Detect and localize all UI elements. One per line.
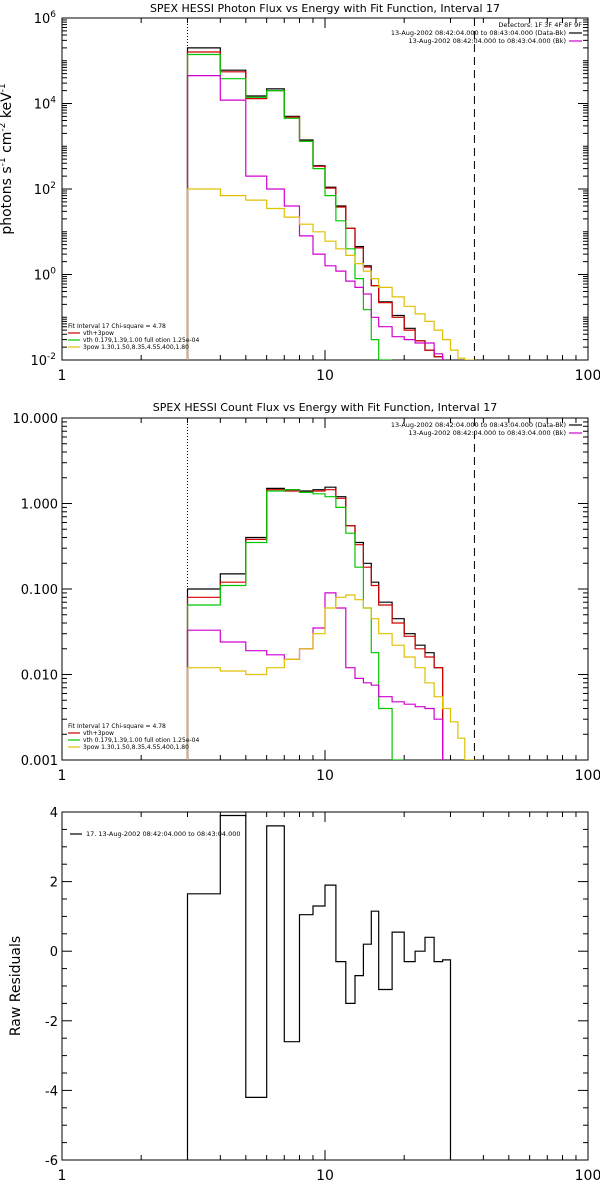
legend-entry: 3pow 1.30,1.50,8.35,4.55,400,1.80	[83, 344, 189, 351]
y-tick-label: 4	[50, 806, 58, 821]
y-tick-label: 0	[50, 945, 58, 960]
y-axis-label: photons s-1 cm-2 keV-1	[0, 83, 15, 234]
legend-entry: 17. 13-Aug-2002 08:42:04.000 to 08:43:04…	[86, 830, 241, 838]
time-range-label: 13-Aug-2002 08:42:04.000 to 08:43:04.000…	[409, 37, 566, 45]
y-tick-label: 100	[34, 267, 57, 284]
x-tick-label: 100	[575, 368, 600, 384]
x-tick-label: 10	[316, 368, 334, 384]
y-tick-label: 0.001	[21, 754, 58, 769]
series-group	[186, 47, 475, 360]
legend-entry: vth 0.179,1.39,1.00 full otion 1.25e-04	[83, 337, 199, 344]
legend-entry: 3pow 1.30,1.50,8.35,4.55,400,1.80	[83, 744, 189, 751]
x-tick-label: 1	[58, 1168, 67, 1184]
y-tick-label: 10.000	[13, 412, 59, 427]
series-2-line	[186, 51, 444, 360]
chart-panel-1: SPEX HESSI Photon Flux vs Energy with Fi…	[0, 2, 600, 384]
x-tick-label: 1	[58, 368, 67, 384]
time-range-label: 13-Aug-2002 08:42:04.000 to 08:43:04.000…	[391, 29, 566, 37]
y-axis-label: Raw Residuals	[8, 936, 24, 1036]
chart-panel-2: SPEX HESSI Count Flux vs Energy with Fit…	[13, 401, 600, 784]
legend-entry: vth+3pow	[83, 730, 114, 737]
series-3-line	[186, 489, 405, 760]
series-4-line	[186, 75, 444, 360]
series-5-line	[186, 594, 475, 760]
chart-title: SPEX HESSI Photon Flux vs Energy with Fi…	[150, 2, 500, 15]
legend-entry: vth+3pow	[83, 330, 114, 337]
fit-legend-title: Fit Interval 17 Chi-square = 4.78	[68, 723, 166, 730]
y-tick-label: -6	[45, 1154, 58, 1169]
y-tick-label: -4	[45, 1084, 58, 1099]
x-tick-label: 1	[58, 768, 67, 784]
series-1-line	[186, 47, 444, 360]
plot-frame	[61, 811, 589, 1161]
series-4-line	[186, 592, 444, 760]
series-3-line	[186, 53, 393, 360]
time-range-label: 13-Aug-2002 08:42:04.000 to 08:43:04.000…	[409, 429, 566, 437]
y-tick-label: -2	[45, 1015, 58, 1030]
x-tick-label: 100	[575, 1168, 600, 1184]
x-tick-label: 10	[316, 1168, 334, 1184]
x-tick-label: 100	[575, 768, 600, 784]
series-group	[186, 814, 452, 1160]
y-tick-label: 2	[50, 876, 58, 891]
series-2-line	[186, 489, 444, 760]
y-tick-label: 104	[34, 96, 57, 113]
legend-entry: vth 0.179,1.39,1.00 full otion 1.25e-04	[83, 737, 199, 744]
time-range-label: 13-Aug-2002 08:42:04.000 to 08:43:04.000…	[391, 421, 566, 429]
y-tick-label: 106	[34, 10, 57, 27]
series-5-line	[186, 188, 475, 360]
series-1-line	[186, 814, 452, 1160]
y-tick-label: 0.010	[21, 669, 58, 684]
x-tick-label: 10	[316, 768, 334, 784]
detectors-label: Detectors: 1F 3F 4F 8F 9F	[498, 21, 582, 29]
y-tick-label: 10-2	[30, 352, 56, 369]
y-tick-label: 0.100	[21, 583, 58, 598]
y-tick-label: 1.000	[21, 498, 58, 513]
series-group	[186, 486, 475, 760]
fit-legend-title: Fit Interval 17 Chi-square = 4.78	[68, 323, 166, 330]
chart-panel-3: 1 10 100 -6 -4 -2 0 2 4 Raw Residuals 17. 13-Aug-2…	[8, 806, 600, 1184]
y-tick-label: 102	[34, 181, 56, 198]
plot-frame	[61, 417, 589, 761]
chart-title: SPEX HESSI Count Flux vs Energy with Fit…	[153, 401, 497, 414]
